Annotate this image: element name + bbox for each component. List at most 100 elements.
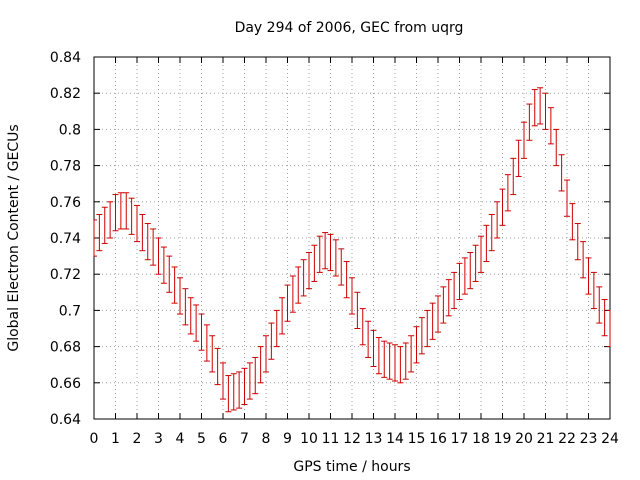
error-bar-point	[214, 347, 221, 386]
x-tick-label: 21	[537, 431, 555, 447]
error-bar-point	[150, 228, 157, 266]
error-bar-point	[553, 128, 560, 167]
x-tick-label: 6	[219, 431, 228, 447]
y-tick-label: 0.64	[50, 412, 81, 428]
x-tick-label: 0	[90, 431, 99, 447]
x-tick-label: 18	[472, 431, 490, 447]
y-tick-label: 0.82	[50, 86, 81, 102]
error-bar-point	[478, 235, 484, 273]
error-bar-point	[408, 335, 415, 373]
error-bar-point	[413, 326, 420, 364]
error-bar-point	[558, 154, 565, 192]
x-tick-label: 22	[558, 431, 576, 447]
x-tick-label: 11	[322, 431, 340, 447]
error-bar-point	[418, 317, 425, 355]
x-tick-label: 8	[262, 431, 271, 447]
y-tick-label: 0.74	[50, 231, 81, 247]
y-tick-labels: 0.64 0.66 0.68 0.7 0.72 0.74 0.76 0.78 0.8 0.82 0.…	[50, 50, 81, 428]
error-bar-point	[526, 103, 533, 141]
error-bar-point	[117, 192, 124, 230]
error-bar-point	[564, 179, 570, 217]
x-tick-label: 4	[176, 431, 185, 447]
y-tick-label: 0.7	[59, 303, 81, 319]
y-axis-label: Global Electron Content / GECUs	[6, 124, 22, 351]
error-bar-point	[230, 373, 237, 411]
error-bar-point	[596, 286, 603, 324]
error-bar-point	[166, 255, 173, 293]
x-tick-label: 14	[386, 431, 404, 447]
x-tick-label: 24	[601, 431, 619, 447]
error-bar-point	[112, 194, 119, 232]
error-bar-point	[365, 320, 372, 358]
y-tick-label: 0.66	[50, 376, 81, 392]
error-bar-point	[284, 284, 291, 322]
error-bar-point	[316, 235, 323, 273]
error-bar-point	[128, 197, 135, 235]
error-bar-point	[402, 342, 409, 380]
error-bar-point	[580, 241, 587, 279]
error-bar-point	[160, 246, 167, 284]
error-bar-point	[295, 266, 302, 304]
error-bar-point	[424, 309, 431, 348]
x-axis-label: GPS time / hours	[293, 459, 410, 475]
error-bar-point	[381, 340, 388, 378]
error-bar-point	[601, 299, 608, 337]
error-bar-point	[338, 248, 345, 286]
y-tick-label: 0.76	[50, 195, 81, 211]
grid	[94, 57, 610, 419]
error-bar-point	[311, 244, 318, 282]
x-tick-label: 19	[494, 431, 512, 447]
error-bar-point	[429, 302, 436, 340]
error-bar-point	[209, 335, 216, 373]
error-bar-point	[300, 259, 307, 297]
error-bar-point	[537, 87, 544, 125]
x-tick-label: 7	[240, 431, 249, 447]
y-tick-label: 0.84	[50, 50, 81, 66]
x-tick-labels: 0 1 2 3 4 5 6 7 8 9 10 11 12 13 14 15 16 17 18 19 20 21 22 23 24	[90, 431, 619, 447]
error-bar-point	[531, 89, 538, 127]
error-bar-point	[375, 337, 382, 375]
error-bar-point	[569, 203, 576, 241]
x-tick-label: 9	[283, 431, 292, 447]
error-bar-point	[483, 224, 490, 263]
error-bar-point	[155, 237, 162, 275]
error-bar-point	[359, 308, 366, 346]
error-bar-point	[327, 233, 334, 272]
x-tick-label: 20	[515, 431, 533, 447]
error-bar-point	[392, 344, 398, 382]
x-tick-label: 16	[429, 431, 447, 447]
error-bar-point	[225, 375, 232, 413]
error-bar-point	[144, 223, 151, 261]
error-bar-point	[461, 257, 468, 295]
error-bar-point	[386, 342, 393, 380]
error-bar-point	[203, 324, 210, 362]
error-bar-point	[171, 266, 178, 304]
error-bar-point	[472, 244, 479, 282]
error-bar-point	[590, 271, 597, 310]
error-bar-point	[107, 201, 114, 239]
y-tick-label: 0.72	[50, 267, 81, 283]
error-bar-point	[354, 291, 361, 329]
y-tick-label: 0.68	[50, 340, 81, 356]
error-bar-point	[510, 157, 517, 196]
error-bars	[93, 87, 611, 413]
error-bar-point	[440, 286, 447, 324]
error-bar-point	[456, 262, 463, 301]
error-bar-point	[101, 206, 108, 244]
error-bar-point	[585, 257, 592, 295]
error-bar-point	[521, 121, 527, 159]
error-bar-point	[246, 362, 253, 400]
error-bar-point	[93, 219, 97, 257]
x-tick-label: 5	[197, 431, 206, 447]
error-bar-point	[499, 188, 506, 226]
error-bar-point	[134, 204, 140, 243]
error-bar-point	[488, 213, 495, 252]
error-bar-point	[241, 367, 248, 406]
error-bar-point	[123, 192, 130, 230]
error-bar-point	[220, 362, 226, 400]
error-bar-point	[263, 335, 269, 373]
chart-title: Day 294 of 2006, GEC from uqrg	[235, 20, 464, 36]
error-bar-point	[182, 288, 189, 326]
error-bar-point	[279, 297, 286, 335]
x-tick-label: 23	[580, 431, 598, 447]
